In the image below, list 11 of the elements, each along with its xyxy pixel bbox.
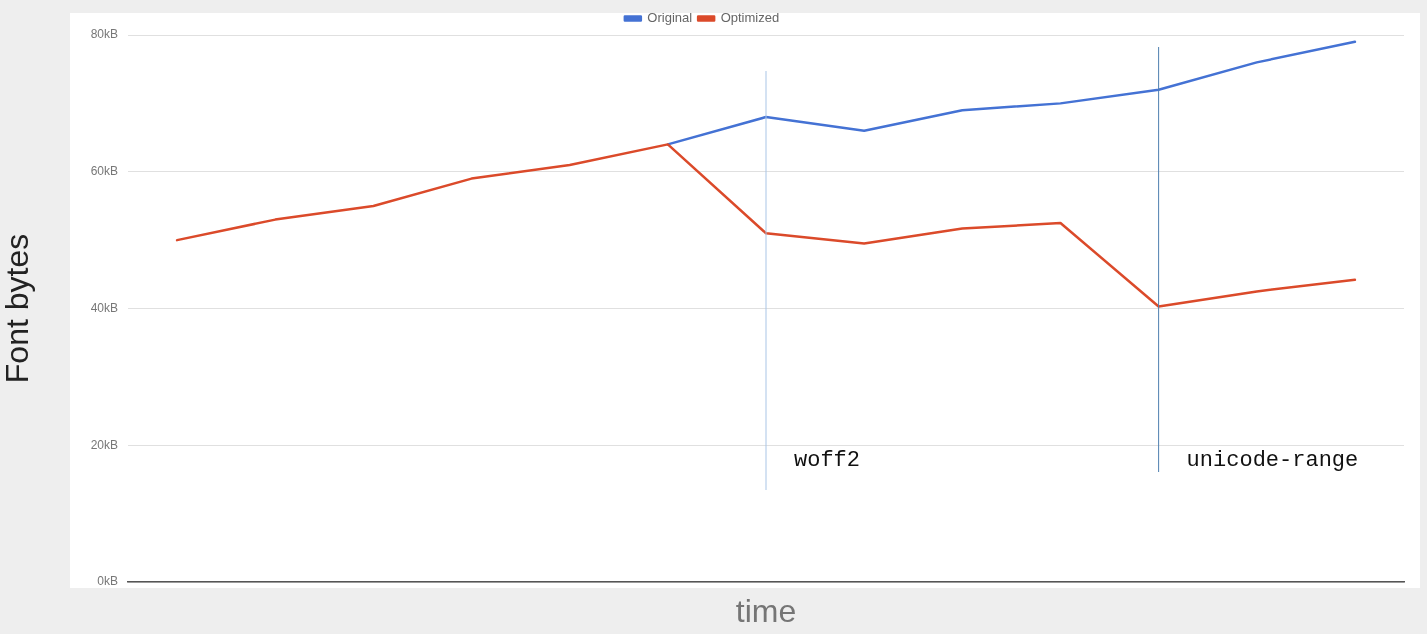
legend-label: Optimized <box>720 10 780 26</box>
y-tick-label: 0kB <box>97 574 118 589</box>
legend-label: Original <box>647 10 693 26</box>
annotation: unicode-range <box>1186 447 1359 473</box>
y-axis-title: Font bytes <box>0 233 36 384</box>
y-tick-label: 20kB <box>90 437 118 452</box>
y-tick-label: 40kB <box>90 300 118 315</box>
x-axis-title: time <box>735 592 797 629</box>
y-tick-label: 60kB <box>90 164 118 179</box>
y-tick-label: 80kB <box>90 27 118 42</box>
annotation: woff2 <box>794 447 861 473</box>
